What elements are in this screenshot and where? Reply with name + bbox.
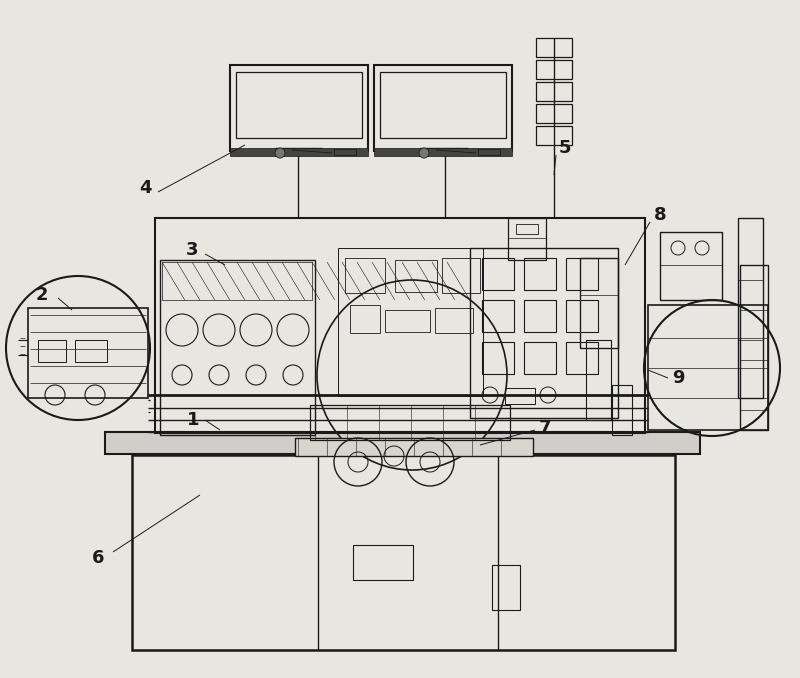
Bar bbox=[516, 224, 538, 234]
Bar bbox=[162, 262, 312, 300]
Bar bbox=[385, 310, 430, 332]
Bar bbox=[566, 300, 598, 332]
Text: 4: 4 bbox=[138, 179, 151, 197]
Bar bbox=[160, 260, 315, 435]
Bar bbox=[580, 258, 618, 348]
Bar bbox=[442, 258, 480, 293]
Bar bbox=[566, 258, 598, 290]
Bar bbox=[566, 342, 598, 374]
Bar bbox=[508, 218, 546, 260]
Bar bbox=[345, 258, 385, 293]
Bar bbox=[586, 340, 611, 420]
Circle shape bbox=[275, 148, 285, 158]
Bar bbox=[536, 38, 572, 57]
Bar bbox=[482, 300, 514, 332]
Bar bbox=[648, 305, 768, 430]
Bar bbox=[310, 405, 510, 440]
Bar bbox=[482, 258, 514, 290]
Text: 7: 7 bbox=[538, 419, 551, 437]
Text: 3: 3 bbox=[186, 241, 198, 259]
Text: 8: 8 bbox=[654, 206, 666, 224]
Bar bbox=[612, 385, 632, 435]
Bar bbox=[536, 60, 572, 79]
Bar bbox=[740, 265, 768, 430]
Text: 5: 5 bbox=[558, 139, 571, 157]
Text: 1: 1 bbox=[186, 411, 199, 429]
Bar bbox=[230, 148, 368, 156]
Bar bbox=[230, 65, 368, 151]
Bar bbox=[155, 218, 645, 433]
Bar bbox=[353, 545, 413, 580]
Text: 9: 9 bbox=[672, 369, 684, 387]
Bar bbox=[660, 232, 722, 300]
Bar bbox=[478, 149, 500, 155]
Bar bbox=[536, 82, 572, 101]
Bar bbox=[338, 248, 483, 396]
Text: 6: 6 bbox=[92, 549, 104, 567]
Bar bbox=[334, 149, 356, 155]
Text: 2: 2 bbox=[36, 286, 48, 304]
Bar bbox=[738, 218, 763, 398]
Bar bbox=[470, 248, 618, 418]
Bar bbox=[236, 72, 362, 138]
Bar bbox=[295, 438, 533, 456]
Bar bbox=[395, 260, 437, 292]
Bar bbox=[524, 300, 556, 332]
Bar bbox=[380, 72, 506, 138]
Bar bbox=[350, 305, 380, 333]
Bar bbox=[482, 342, 514, 374]
Bar bbox=[505, 388, 535, 404]
Bar bbox=[524, 342, 556, 374]
Bar bbox=[38, 340, 66, 362]
Bar bbox=[28, 308, 148, 398]
Bar bbox=[536, 104, 572, 123]
Bar bbox=[536, 126, 572, 145]
Bar bbox=[132, 455, 675, 650]
Bar bbox=[75, 340, 107, 362]
Circle shape bbox=[419, 148, 429, 158]
Bar bbox=[492, 565, 520, 610]
Bar bbox=[435, 308, 473, 333]
Bar bbox=[374, 148, 512, 156]
Bar bbox=[524, 258, 556, 290]
Bar bbox=[105, 432, 700, 454]
Bar bbox=[374, 65, 512, 151]
